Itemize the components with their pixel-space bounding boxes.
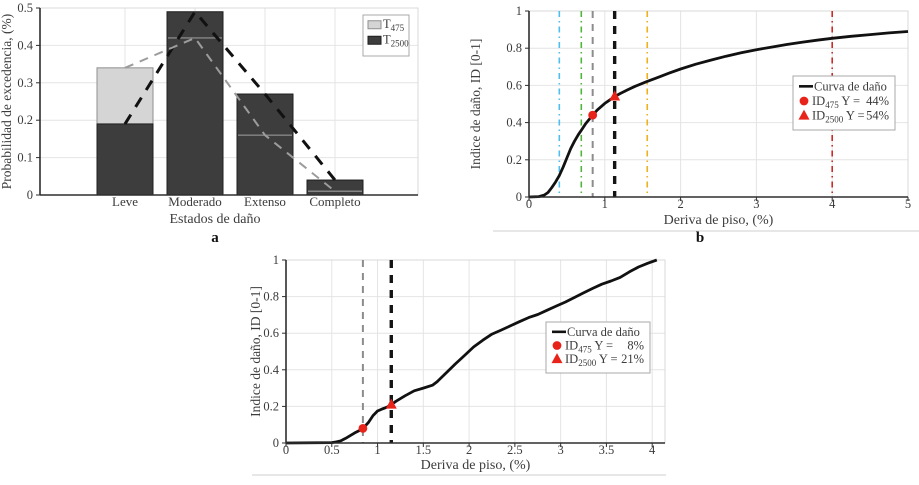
legend-marker-triangle xyxy=(798,109,810,120)
y-axis-title: Indice de daño, ID [0-1] xyxy=(468,39,483,170)
line-chart-damage-curve-c: 0 0.2 0.4 0.6 0.8 1 0 0.5 1 1.5 2 2.5 3 3.5 4 Deriva de… xyxy=(248,253,666,476)
legend-swatch-light xyxy=(367,20,382,30)
x-category-label: Moderado xyxy=(168,194,221,209)
y-tick-label: 1 xyxy=(273,253,279,267)
legend-label: ID475 Y = xyxy=(812,94,860,110)
panel-letter: b xyxy=(696,230,704,245)
legend-label: ID2500 Y = xyxy=(565,352,618,368)
y-axis-title: Probabilidad de excedencia, (%) xyxy=(0,14,14,189)
x-tick-label: 2 xyxy=(466,443,472,457)
legend-marker-circle xyxy=(552,341,562,350)
legend-label: Curva de daño xyxy=(567,325,640,339)
bar-t2500-completo xyxy=(306,179,364,196)
y-tick-label: 0.2 xyxy=(17,113,33,127)
x-category-label: Extenso xyxy=(244,194,286,209)
x-axis-title: Deriva de piso, (%) xyxy=(421,458,531,473)
legend-value: 21% xyxy=(621,352,644,366)
y-tick-label: 0.4 xyxy=(263,363,279,377)
x-tick-label: 0 xyxy=(283,443,289,457)
trend-line-t475 xyxy=(124,36,336,193)
x-tick-label: 3.5 xyxy=(599,443,615,457)
y-tick-label: 0.2 xyxy=(263,399,279,413)
line-chart-damage-curve-b: 0 0.2 0.4 0.6 0.8 1 0 1 2 3 4 5 Deriva de piso, (%) I… xyxy=(468,4,919,245)
data-point-triangle xyxy=(385,398,397,409)
x-category-label: Leve xyxy=(112,194,138,209)
y-tick-label: 0.8 xyxy=(263,290,279,304)
y-tick-label: 0.1 xyxy=(17,151,33,165)
y-tick-label: 0.6 xyxy=(506,78,522,92)
y-tick-label: 0 xyxy=(516,190,522,204)
axes: 0 0.1 0.2 0.3 0.4 0.5 Leve Moderado Extenso Compl… xyxy=(17,1,418,209)
x-tick-label: 2.5 xyxy=(507,443,523,457)
legend-label: ID2500 Y = xyxy=(812,109,865,125)
legend-value: 54% xyxy=(866,109,889,123)
x-tick-label: 1.5 xyxy=(416,443,432,457)
y-tick-label: 0.4 xyxy=(506,116,522,130)
axes: 0 0.2 0.4 0.6 0.8 1 0 0.5 1 1.5 2 2.5 3 3.5 4 xyxy=(263,253,665,457)
y-tick-label: 0.2 xyxy=(506,153,522,167)
x-category-label: Completo xyxy=(309,194,360,209)
x-tick-label: 5 xyxy=(905,197,911,211)
legend-value: 8% xyxy=(627,339,644,353)
data-point-circle xyxy=(358,423,368,433)
legend-label: Curva de daño xyxy=(814,79,887,93)
legend-box xyxy=(545,321,651,374)
legend-marker-triangle xyxy=(551,353,563,364)
y-axis-title: Indice de daño, ID [0-1] xyxy=(248,286,263,417)
legend-value: 44% xyxy=(866,94,889,108)
bar-chart-damage-states: 0 0.1 0.2 0.3 0.4 0.5 Leve Moderado Extenso Compl… xyxy=(0,1,419,245)
y-tick-label: 0.4 xyxy=(17,38,33,52)
x-axis-title: Deriva de piso, (%) xyxy=(664,213,774,228)
legend-swatch-dark xyxy=(367,35,382,45)
bar-t2500-moderado xyxy=(166,11,224,196)
y-tick-label: 0.3 xyxy=(17,76,33,90)
x-tick-label: 4 xyxy=(829,197,836,211)
legend-label: T475 xyxy=(383,17,405,33)
y-tick-label: 0.5 xyxy=(17,1,33,15)
trend-line-t2500 xyxy=(123,9,337,181)
bars xyxy=(96,11,364,196)
y-tick-label: 0 xyxy=(27,188,33,202)
y-tick-label: 0 xyxy=(273,436,279,450)
x-tick-label: 0.5 xyxy=(324,443,340,457)
panel-letter: a xyxy=(211,230,219,245)
x-axis-title: Estados de daño xyxy=(170,212,261,227)
legend-box xyxy=(792,75,896,131)
x-tick-label: 4 xyxy=(649,443,656,457)
x-tick-label: 3 xyxy=(753,197,759,211)
legend-marker-circle xyxy=(799,96,809,106)
data-point-circle xyxy=(588,110,598,120)
data-point-triangle xyxy=(609,90,621,101)
legend-label: ID475 Y = xyxy=(565,339,613,355)
y-tick-label: 0.6 xyxy=(263,326,279,340)
y-tick-label: 0.8 xyxy=(506,41,522,55)
x-tick-label: 1 xyxy=(602,197,608,211)
axes: 0 0.2 0.4 0.6 0.8 1 0 1 2 3 4 5 xyxy=(506,4,911,211)
legend-label: T2500 xyxy=(383,32,409,48)
x-tick-label: 1 xyxy=(374,443,380,457)
damage-curve xyxy=(528,30,909,199)
bar-t2500-leve xyxy=(96,123,154,196)
x-tick-label: 0 xyxy=(526,197,532,211)
y-tick-label: 1 xyxy=(516,4,522,18)
x-tick-label: 2 xyxy=(677,197,683,211)
x-tick-label: 3 xyxy=(558,443,564,457)
